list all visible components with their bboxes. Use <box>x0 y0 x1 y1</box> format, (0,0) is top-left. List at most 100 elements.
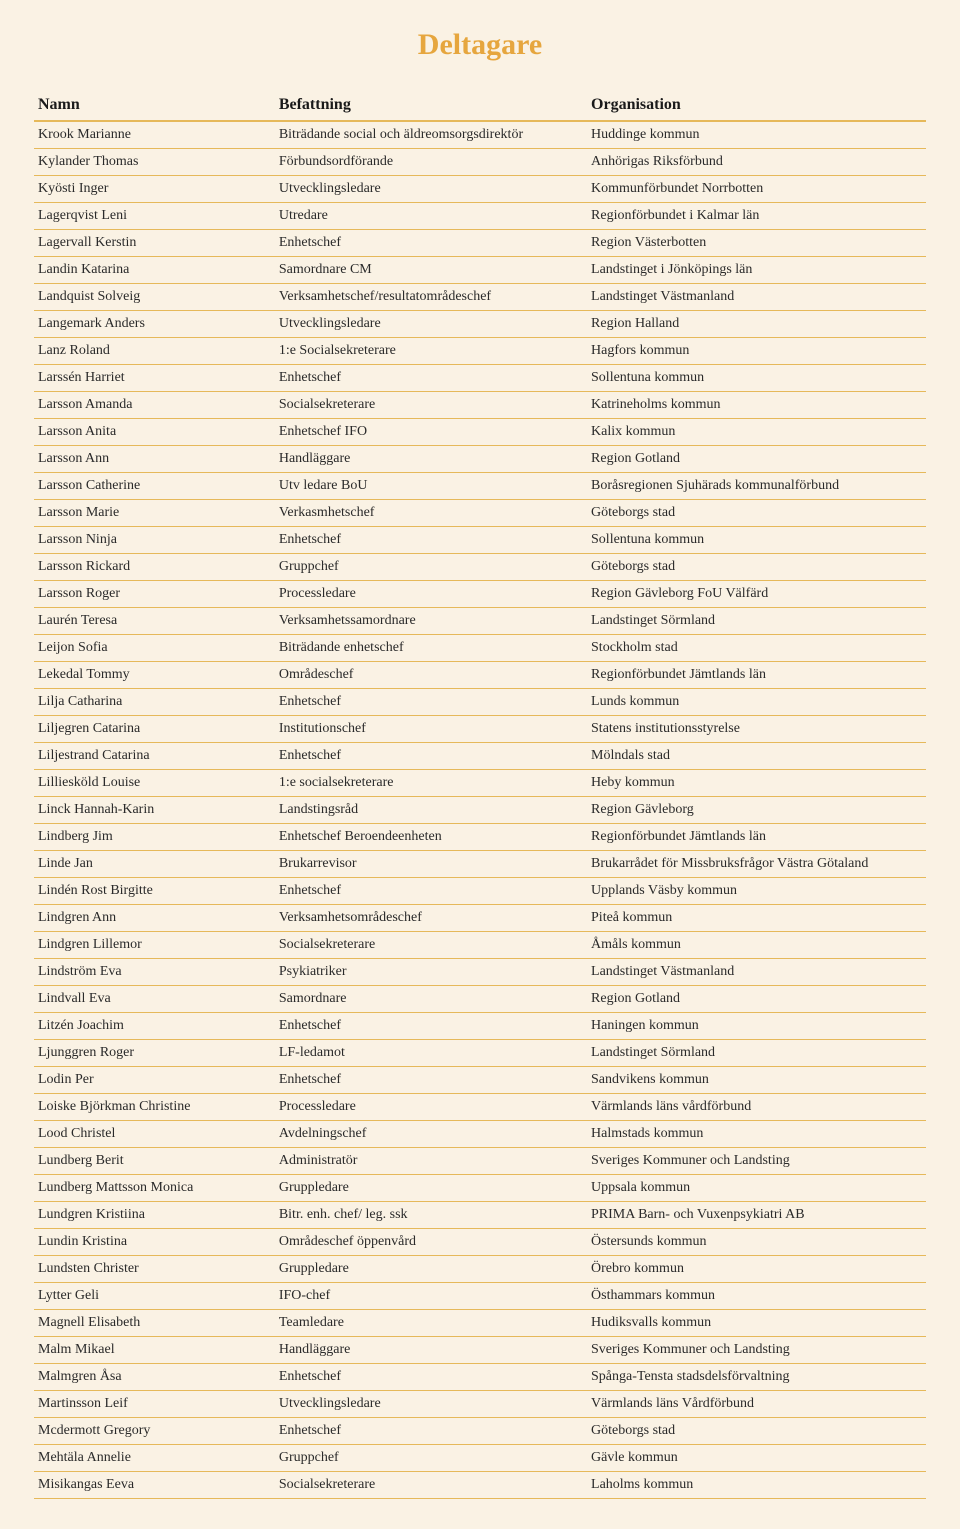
cell-org: Mölndals stad <box>587 743 926 770</box>
cell-name: Lytter Geli <box>34 1283 275 1310</box>
cell-org: Örebro kommun <box>587 1256 926 1283</box>
table-row: Magnell ElisabethTeamledareHudiksvalls k… <box>34 1310 926 1337</box>
cell-org: Göteborgs stad <box>587 554 926 581</box>
cell-title: Enhetschef <box>275 1067 587 1094</box>
cell-org: Piteå kommun <box>587 905 926 932</box>
cell-name: Lilliesköld Louise <box>34 770 275 797</box>
cell-title: Enhetschef <box>275 230 587 257</box>
cell-title: Enhetschef Beroendeenheten <box>275 824 587 851</box>
cell-org: Heby kommun <box>587 770 926 797</box>
cell-name: Larsson Rickard <box>34 554 275 581</box>
col-header-org: Organisation <box>587 90 926 121</box>
cell-org: Östersunds kommun <box>587 1229 926 1256</box>
table-row: Larsson AnnHandläggareRegion Gotland <box>34 446 926 473</box>
cell-name: Larsson Amanda <box>34 392 275 419</box>
cell-name: Kyösti Inger <box>34 176 275 203</box>
cell-name: Liljestrand Catarina <box>34 743 275 770</box>
cell-title: Brukarrevisor <box>275 851 587 878</box>
cell-title: Gruppledare <box>275 1256 587 1283</box>
table-row: Lindgren AnnVerksamhetsområdeschefPiteå … <box>34 905 926 932</box>
cell-name: Larsson Ann <box>34 446 275 473</box>
cell-name: Lundsten Christer <box>34 1256 275 1283</box>
table-row: Loiske Björkman ChristineProcessledareVä… <box>34 1094 926 1121</box>
table-row: Landquist SolveigVerksamhetschef/resulta… <box>34 284 926 311</box>
table-row: Martinsson LeifUtvecklingsledareVärmland… <box>34 1391 926 1418</box>
cell-org: Göteborgs stad <box>587 500 926 527</box>
cell-name: Lindvall Eva <box>34 986 275 1013</box>
table-row: Lundberg BeritAdministratörSveriges Komm… <box>34 1148 926 1175</box>
cell-title: 1:e Socialsekreterare <box>275 338 587 365</box>
cell-org: Kalix kommun <box>587 419 926 446</box>
table-row: Lodin PerEnhetschefSandvikens kommun <box>34 1067 926 1094</box>
table-row: Litzén JoachimEnhetschefHaningen kommun <box>34 1013 926 1040</box>
cell-title: Enhetschef <box>275 527 587 554</box>
table-row: Lood ChristelAvdelningschefHalmstads kom… <box>34 1121 926 1148</box>
col-header-title: Befattning <box>275 90 587 121</box>
table-row: Liljegren CatarinaInstitutionschefStaten… <box>34 716 926 743</box>
cell-org: Åmåls kommun <box>587 932 926 959</box>
cell-title: Psykiatriker <box>275 959 587 986</box>
table-header-row: Namn Befattning Organisation <box>34 90 926 121</box>
cell-org: Sveriges Kommuner och Landsting <box>587 1148 926 1175</box>
cell-title: Utvecklingsledare <box>275 1391 587 1418</box>
cell-name: Landquist Solveig <box>34 284 275 311</box>
cell-name: Lagerqvist Leni <box>34 203 275 230</box>
table-row: Lindvall EvaSamordnareRegion Gotland <box>34 986 926 1013</box>
cell-org: Sollentuna kommun <box>587 527 926 554</box>
cell-title: Socialsekreterare <box>275 392 587 419</box>
cell-title: Institutionschef <box>275 716 587 743</box>
table-row: Landin KatarinaSamordnare CMLandstinget … <box>34 257 926 284</box>
cell-org: Sollentuna kommun <box>587 365 926 392</box>
table-row: Linck Hannah-KarinLandstingsrådRegion Gä… <box>34 797 926 824</box>
cell-title: Enhetschef <box>275 1013 587 1040</box>
cell-title: Verkasmhetschef <box>275 500 587 527</box>
table-row: Malmgren ÅsaEnhetschefSpånga-Tensta stad… <box>34 1364 926 1391</box>
table-row: Larssén HarrietEnhetschefSollentuna komm… <box>34 365 926 392</box>
table-row: Mcdermott GregoryEnhetschefGöteborgs sta… <box>34 1418 926 1445</box>
cell-name: Ljunggren Roger <box>34 1040 275 1067</box>
cell-org: Sveriges Kommuner och Landsting <box>587 1337 926 1364</box>
table-row: Ljunggren RogerLF-ledamotLandstinget Sör… <box>34 1040 926 1067</box>
cell-title: 1:e socialsekreterare <box>275 770 587 797</box>
cell-title: Handläggare <box>275 1337 587 1364</box>
table-row: Kyösti IngerUtvecklingsledareKommunförbu… <box>34 176 926 203</box>
col-header-name: Namn <box>34 90 275 121</box>
table-row: Lundin KristinaOmrådeschef öppenvårdÖste… <box>34 1229 926 1256</box>
cell-title: Enhetschef <box>275 878 587 905</box>
cell-title: Enhetschef <box>275 689 587 716</box>
cell-title: Samordnare CM <box>275 257 587 284</box>
cell-title: IFO-chef <box>275 1283 587 1310</box>
cell-title: Verksamhetssamordnare <box>275 608 587 635</box>
table-row: Misikangas EevaSocialsekreterareLaholms … <box>34 1472 926 1499</box>
cell-title: LF-ledamot <box>275 1040 587 1067</box>
cell-title: Utvecklingsledare <box>275 176 587 203</box>
cell-name: Lilja Catharina <box>34 689 275 716</box>
cell-name: Kylander Thomas <box>34 149 275 176</box>
cell-org: Haningen kommun <box>587 1013 926 1040</box>
cell-name: Liljegren Catarina <box>34 716 275 743</box>
cell-org: Östhammars kommun <box>587 1283 926 1310</box>
cell-title: Förbundsordförande <box>275 149 587 176</box>
cell-title: Enhetschef <box>275 365 587 392</box>
table-row: Laurén TeresaVerksamhetssamordnareLandst… <box>34 608 926 635</box>
table-row: Lundberg Mattsson MonicaGruppledareUppsa… <box>34 1175 926 1202</box>
cell-name: Lekedal Tommy <box>34 662 275 689</box>
cell-org: Landstinget i Jönköpings län <box>587 257 926 284</box>
cell-org: Lunds kommun <box>587 689 926 716</box>
cell-org: Regionförbundet Jämtlands län <box>587 662 926 689</box>
table-row: Larsson MarieVerkasmhetschefGöteborgs st… <box>34 500 926 527</box>
cell-title: Utredare <box>275 203 587 230</box>
cell-name: Lindström Eva <box>34 959 275 986</box>
cell-title: Bitr. enh. chef/ leg. ssk <box>275 1202 587 1229</box>
cell-title: Socialsekreterare <box>275 932 587 959</box>
cell-name: Larsson Catherine <box>34 473 275 500</box>
table-row: Liljestrand CatarinaEnhetschefMölndals s… <box>34 743 926 770</box>
cell-title: Enhetschef IFO <box>275 419 587 446</box>
cell-title: Enhetschef <box>275 1418 587 1445</box>
cell-title: Områdeschef öppenvård <box>275 1229 587 1256</box>
cell-org: Landstinget Sörmland <box>587 1040 926 1067</box>
table-row: Lindén Rost BirgitteEnhetschefUpplands V… <box>34 878 926 905</box>
cell-name: Larsson Ninja <box>34 527 275 554</box>
cell-org: Regionförbundet i Kalmar län <box>587 203 926 230</box>
table-row: Larsson RogerProcessledareRegion Gävlebo… <box>34 581 926 608</box>
